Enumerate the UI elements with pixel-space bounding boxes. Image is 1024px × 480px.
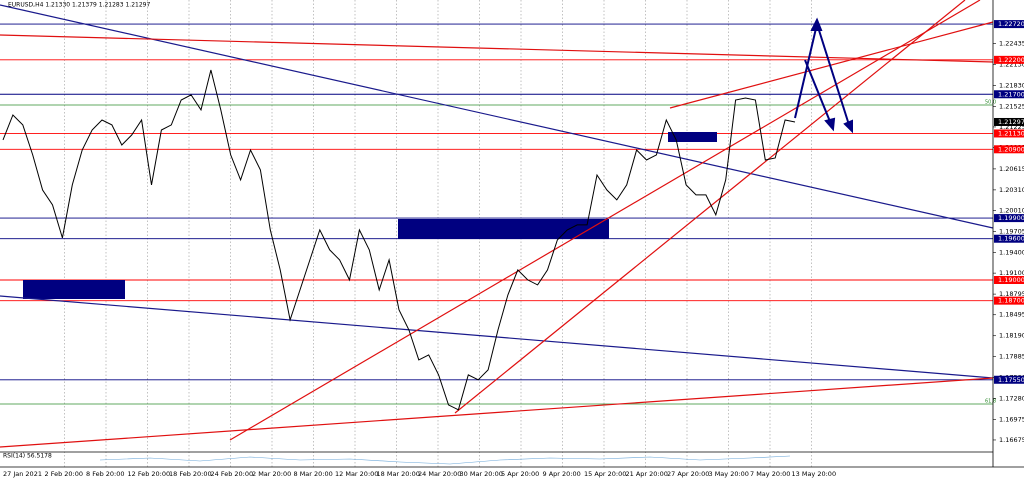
level-label: 1.21130 [998,129,1024,137]
arrows [794,17,853,134]
level-label: 1.22720 [998,20,1024,28]
y-tick-label: 1.18495 [999,311,1024,319]
y-tick-label: 1.16675 [999,436,1024,444]
x-tick-label: 12 Feb 20:00 [128,470,171,478]
indicator-label: RSI(14) 56.5178 [3,453,52,460]
trendline [454,0,966,414]
x-tick-label: 15 Apr 20:00 [584,470,626,478]
level-label: 1.20900 [998,145,1024,153]
level-box [994,90,1024,99]
y-tick-label: 1.21225 [999,123,1024,131]
chart-title: EURUSD,H4 1.21330 1.21379 1.21283 1.2129… [8,2,150,9]
level-label: 1.22200 [998,56,1024,64]
trendline [0,377,994,448]
y-tick-label: 1.20615 [999,165,1024,173]
level-label: 1.19000 [998,276,1024,284]
x-tick-label: 18 Mar 20:00 [377,470,420,478]
x-tick-label: 18 Feb 20:00 [169,470,212,478]
y-tick-label: 1.18190 [999,332,1024,340]
level-box [994,214,1024,223]
level-box [994,276,1024,285]
x-tick-label: 12 Mar 20:00 [335,470,378,478]
x-tick-label: 27 Apr 20:00 [667,470,709,478]
zone [668,132,717,142]
x-tick-label: 24 Mar 20:00 [418,470,461,478]
arrow-head [810,17,823,31]
price-line [2,69,796,411]
y-tick-label: 1.20310 [999,186,1024,194]
trendline [669,21,994,109]
y-tick-label: 1.21830 [999,81,1024,89]
level-label: 1.18700 [998,297,1024,305]
fib-label: 61.8 [985,399,996,405]
x-tick-label: 2 Mar 20:00 [252,470,291,478]
x-tick-label: 13 May 20:00 [792,470,837,478]
y-tick-label: 1.19705 [999,228,1024,236]
level-box [994,296,1024,305]
level-box [994,20,1024,29]
x-tick-label: 30 Mar 20:00 [460,470,503,478]
level-box [994,129,1024,138]
level-label: 1.19600 [998,235,1024,243]
arrow [804,59,832,125]
x-tick-label: 27 Jan 2021 [3,470,42,478]
y-tick-label: 1.17885 [999,353,1024,361]
x-tick-label: 3 May 20:00 [709,470,749,478]
level-box [994,145,1024,154]
y-tick-label: 1.16975 [999,415,1024,423]
x-tick-label: 24 Feb 20:00 [211,470,254,478]
fib-label: 50.0 [985,100,996,106]
x-tick-label: 8 Feb 20:00 [86,470,125,478]
level-label: 1.19900 [998,214,1024,222]
y-tick-label: 1.22435 [999,40,1024,48]
arrow-head [824,117,836,132]
x-tick-label: 9 Apr 20:00 [543,470,581,478]
y-tick-label: 1.20010 [999,207,1024,215]
trendline [229,0,981,441]
x-tick-label: 2 Feb 20:00 [45,470,84,478]
level-box [994,55,1024,64]
level-label: 1.21700 [998,90,1024,98]
x-tick-label: 5 Apr 20:00 [501,470,539,478]
last-price-label: 1.21297 [998,118,1024,126]
plot [2,69,796,411]
rsi-line [99,455,791,465]
level-box [994,234,1024,243]
trendline [0,4,994,229]
x-tick-label: 21 Apr 20:00 [626,470,668,478]
y-tick-label: 1.17280 [999,394,1024,402]
level-box [994,375,1024,384]
x-tick-label: 7 May 20:00 [750,470,790,478]
y-tick-label: 1.21525 [999,102,1024,110]
arrow-head [843,119,853,134]
grid [64,0,812,467]
last-price-box [994,117,1024,126]
y-tick-label: 1.19100 [999,269,1024,277]
zone [398,219,609,239]
x-tick-label: 8 Mar 20:00 [294,470,333,478]
zone [23,280,125,299]
level-label: 1.17550 [998,376,1024,384]
y-tick-label: 1.19400 [999,248,1024,256]
trendlines [0,0,994,448]
y-tick-label: 1.18795 [999,290,1024,298]
y-tick-label: 1.22130 [999,61,1024,69]
